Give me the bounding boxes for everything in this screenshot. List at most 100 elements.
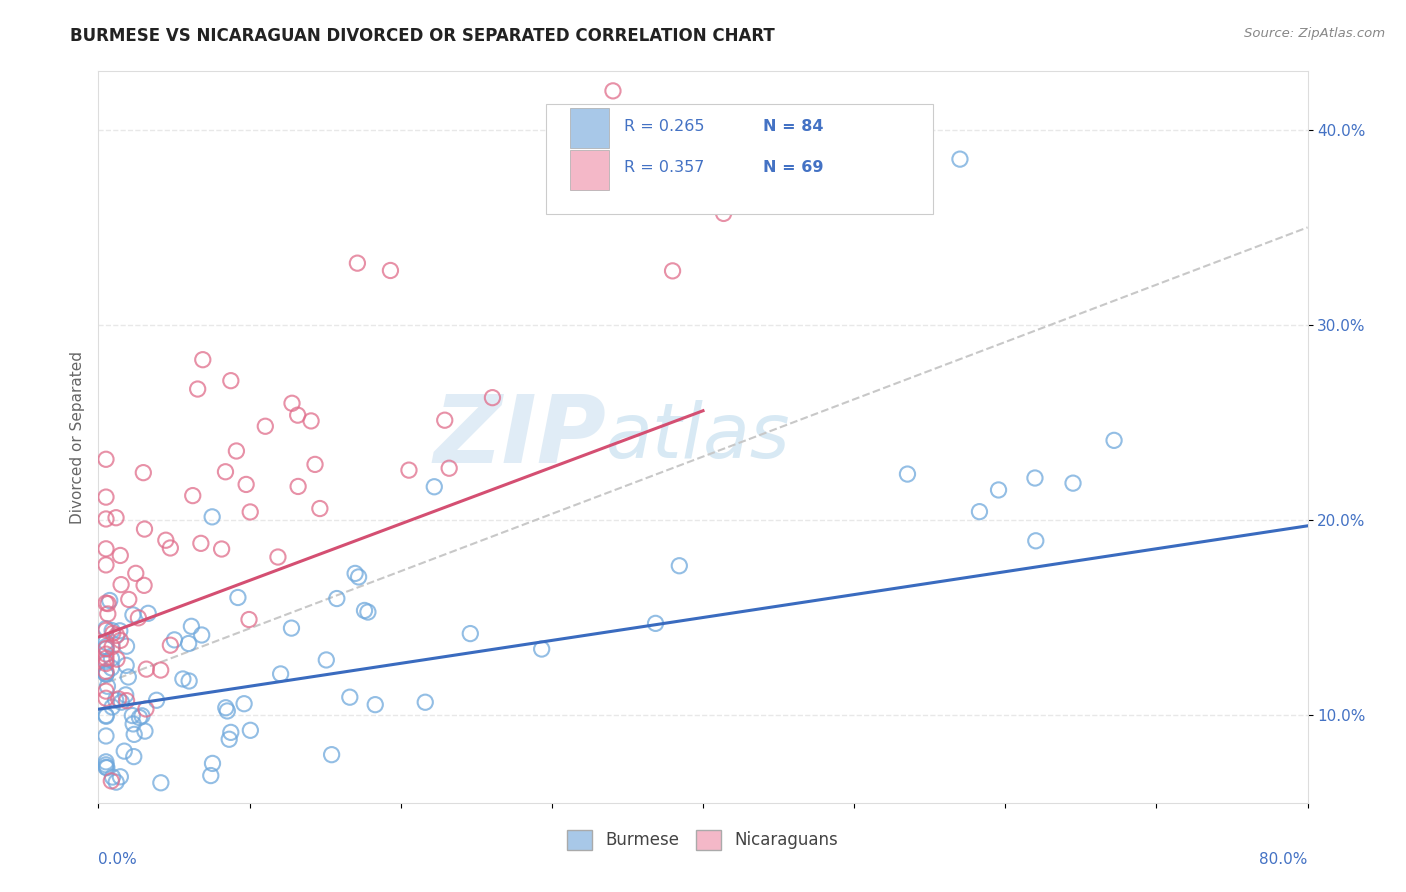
Point xyxy=(122,607,145,622)
Point xyxy=(115,639,138,653)
Point xyxy=(94,760,117,774)
Point xyxy=(163,632,186,647)
Point xyxy=(357,605,380,619)
Point xyxy=(177,636,200,650)
Point xyxy=(122,727,145,741)
Point xyxy=(321,747,343,762)
Point xyxy=(145,693,167,707)
Point xyxy=(101,624,124,638)
Point xyxy=(128,710,150,724)
Point xyxy=(94,755,117,769)
Point xyxy=(308,501,330,516)
Point xyxy=(987,483,1010,497)
Point xyxy=(187,382,209,396)
Point xyxy=(110,633,132,648)
Point xyxy=(101,640,124,654)
Point xyxy=(226,591,249,605)
Point xyxy=(121,708,143,723)
Point xyxy=(364,698,387,712)
Text: 80.0%: 80.0% xyxy=(1260,852,1308,866)
Y-axis label: Divorced or Separated: Divorced or Separated xyxy=(69,351,84,524)
Point xyxy=(315,653,337,667)
Point xyxy=(661,264,683,278)
Point xyxy=(94,635,117,649)
Text: atlas: atlas xyxy=(606,401,790,474)
Point xyxy=(398,463,420,477)
Point xyxy=(134,724,156,739)
Point xyxy=(97,607,120,621)
Point xyxy=(101,626,124,640)
Point xyxy=(122,717,145,731)
Point xyxy=(1102,434,1125,448)
Point xyxy=(94,691,117,706)
Point xyxy=(155,533,177,548)
Point xyxy=(115,693,138,707)
Point xyxy=(94,708,117,723)
Point xyxy=(602,84,624,98)
Point xyxy=(217,704,239,718)
Point xyxy=(969,505,991,519)
Point xyxy=(94,640,117,654)
Point xyxy=(219,725,242,739)
Point xyxy=(110,695,132,709)
Point xyxy=(107,692,129,706)
Point xyxy=(96,679,118,693)
Point xyxy=(118,592,141,607)
Point xyxy=(458,626,481,640)
Point xyxy=(112,744,135,758)
Point xyxy=(219,374,242,388)
Point xyxy=(108,624,131,638)
Point xyxy=(94,624,117,638)
Point xyxy=(433,413,456,427)
Point xyxy=(239,723,262,738)
Point xyxy=(423,480,446,494)
Point xyxy=(105,652,128,666)
Point xyxy=(201,756,224,771)
Point xyxy=(94,641,117,656)
Point xyxy=(574,141,596,155)
Point xyxy=(190,536,212,550)
Point xyxy=(94,512,117,526)
Point xyxy=(94,558,117,572)
Point xyxy=(239,505,262,519)
Point xyxy=(1025,533,1047,548)
Point xyxy=(100,651,122,665)
Point xyxy=(110,770,132,784)
Point xyxy=(159,638,181,652)
FancyBboxPatch shape xyxy=(569,108,609,148)
Point xyxy=(105,775,128,789)
Text: ZIP: ZIP xyxy=(433,391,606,483)
Legend: Burmese, Nicaraguans: Burmese, Nicaraguans xyxy=(561,823,845,856)
Point xyxy=(344,566,367,581)
Point xyxy=(437,461,460,475)
Point xyxy=(132,578,155,592)
Point xyxy=(180,619,202,633)
Point xyxy=(267,549,290,564)
Point xyxy=(115,658,138,673)
Point xyxy=(644,616,666,631)
Point xyxy=(105,510,128,524)
Point xyxy=(214,465,236,479)
Point xyxy=(114,688,136,702)
Point xyxy=(159,541,181,555)
Point xyxy=(94,622,117,636)
Text: N = 84: N = 84 xyxy=(763,119,824,134)
Point xyxy=(346,256,368,270)
Point xyxy=(235,477,257,491)
Point xyxy=(127,611,149,625)
Point xyxy=(1062,476,1084,491)
Point xyxy=(191,352,214,367)
Point xyxy=(172,672,194,686)
Point xyxy=(100,773,122,788)
Point xyxy=(97,597,120,611)
Point xyxy=(287,479,309,493)
Text: R = 0.265: R = 0.265 xyxy=(624,119,704,134)
Point xyxy=(181,489,204,503)
Point xyxy=(94,655,117,669)
Point xyxy=(105,628,128,642)
Point xyxy=(270,667,292,681)
Point xyxy=(110,549,132,563)
Point xyxy=(132,466,155,480)
Point xyxy=(94,490,117,504)
Point xyxy=(179,673,201,688)
